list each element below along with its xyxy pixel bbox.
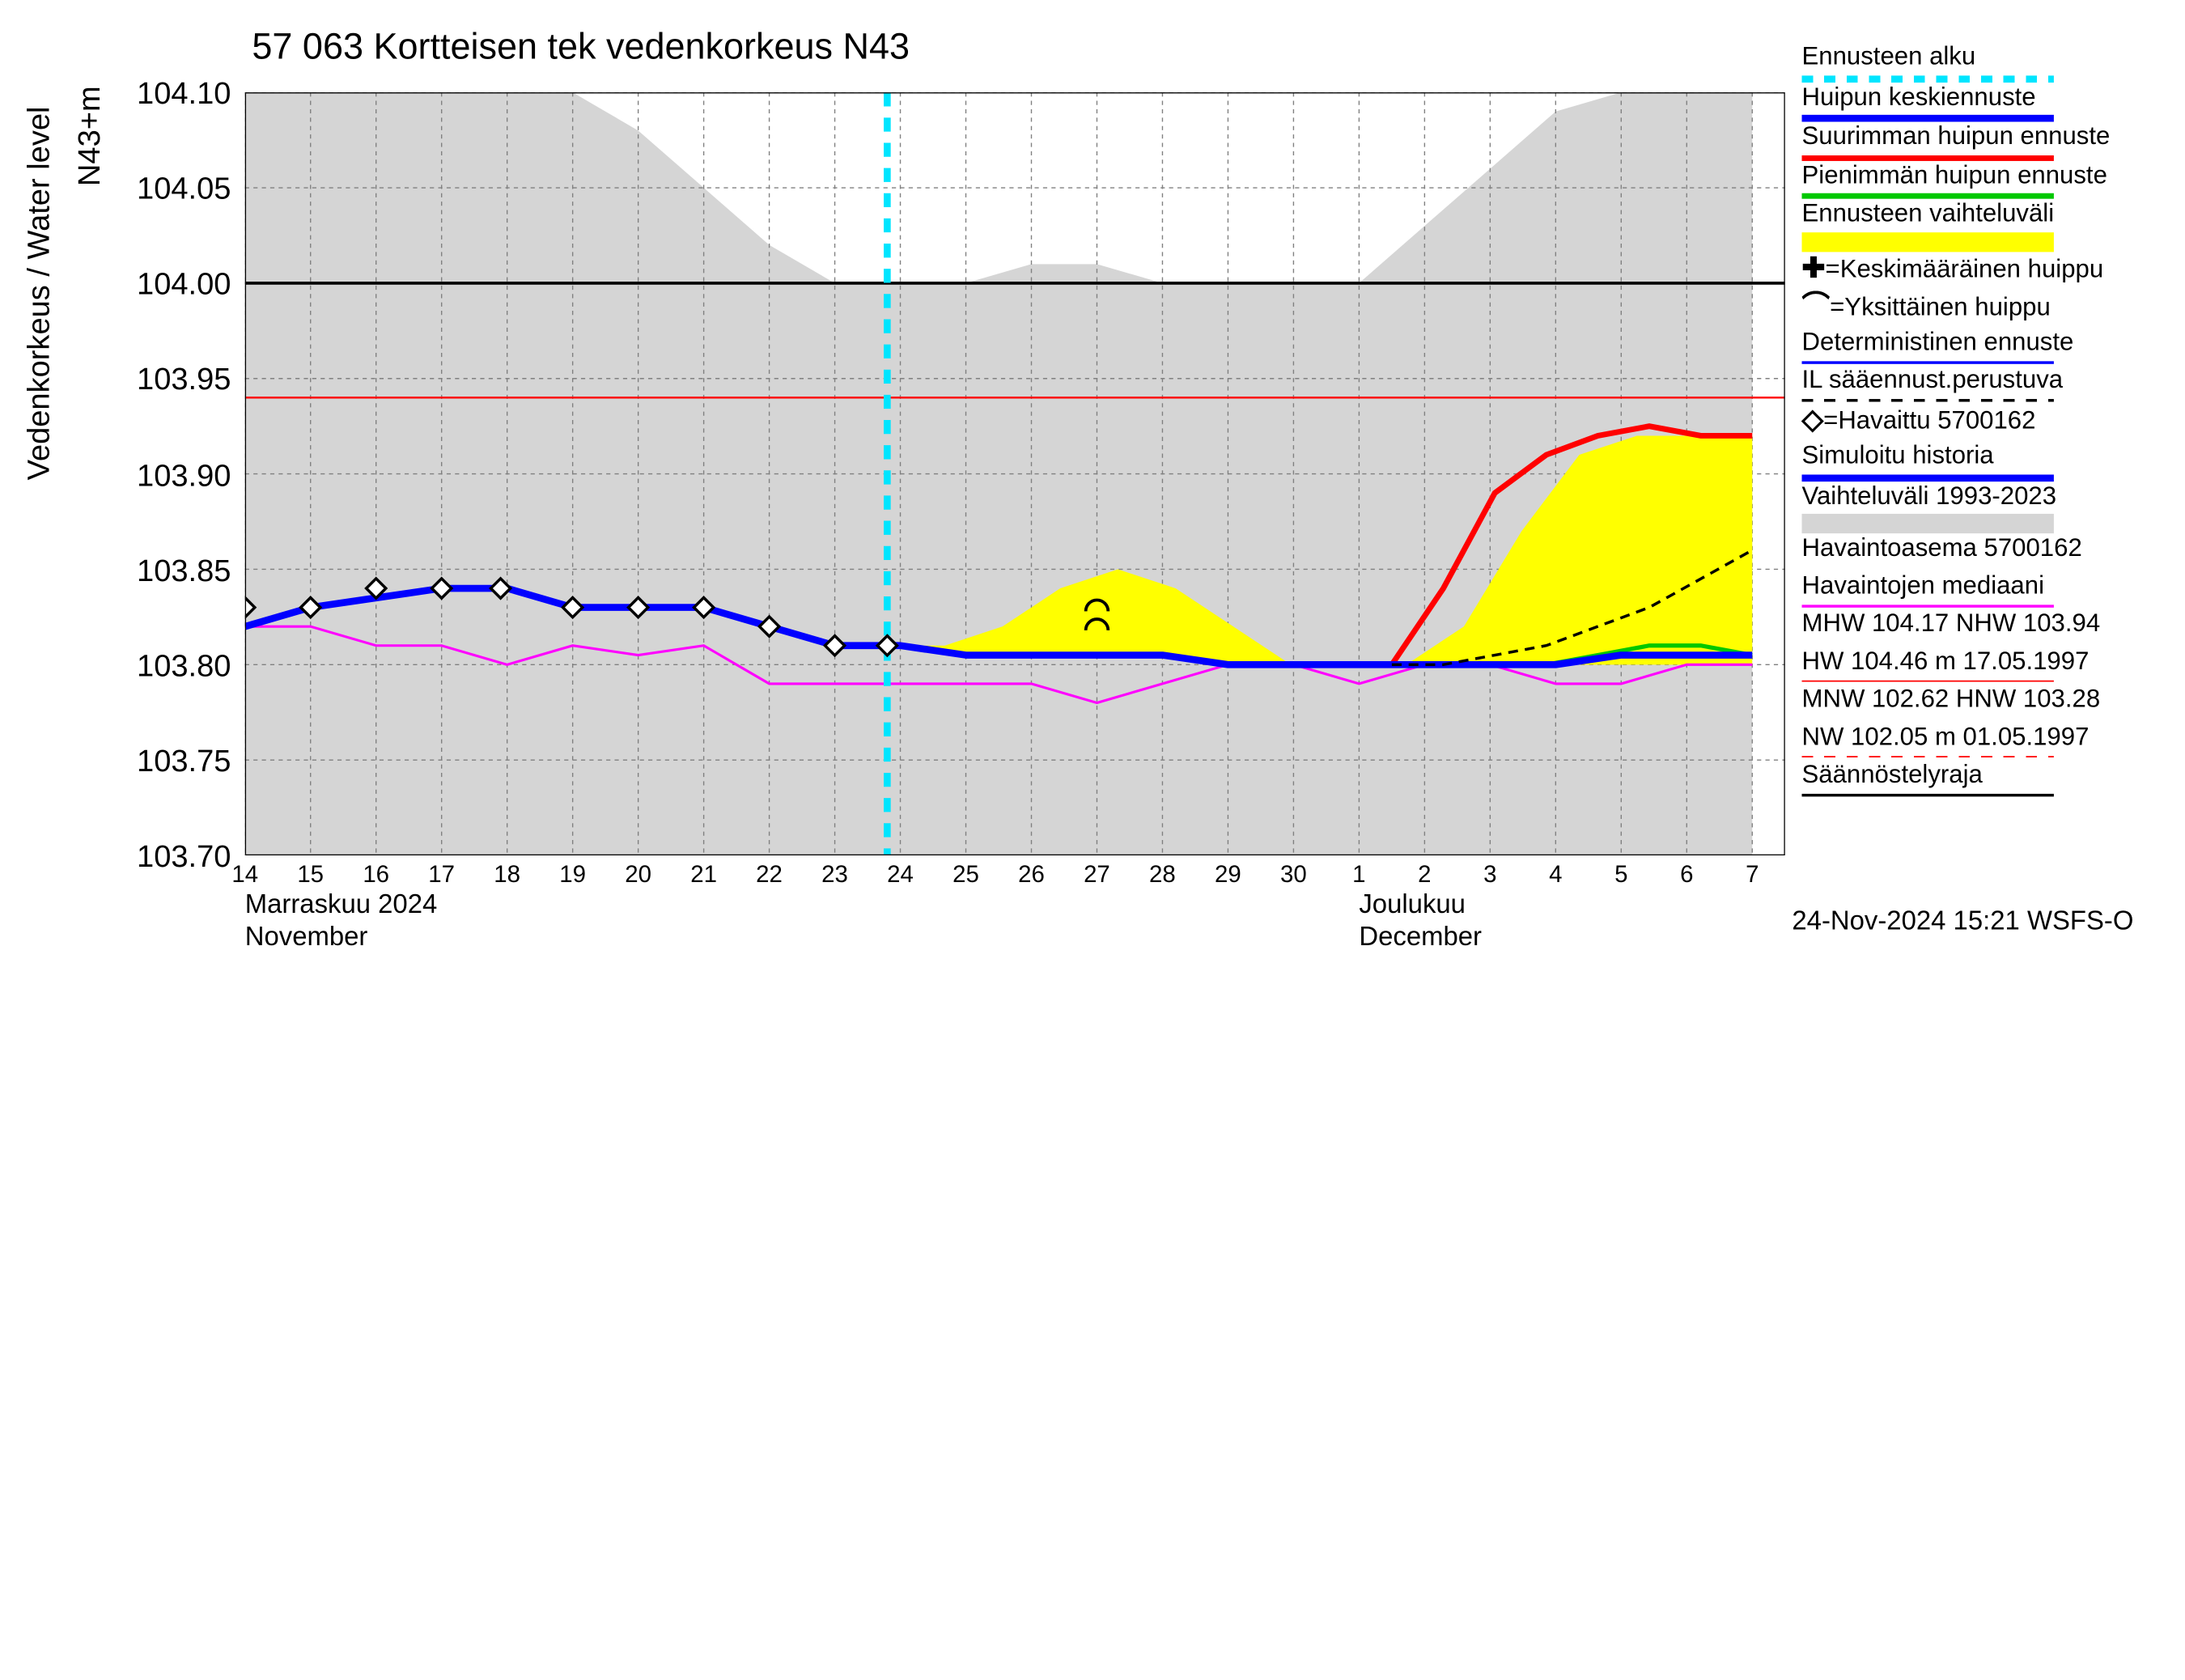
legend-label: Vaihteluväli 1993-2023 — [1802, 481, 2180, 511]
legend-label: Huipun keskiennuste — [1802, 82, 2180, 112]
legend-swatch — [1802, 474, 2054, 482]
x-tick-label: 6 — [1665, 861, 1708, 889]
legend-item: Huipun keskiennuste — [1802, 82, 2180, 121]
x-tick-label: 26 — [1011, 861, 1053, 889]
legend-label: ✚=Keskimääräinen huippu — [1802, 252, 2180, 286]
month-label: JoulukuuDecember — [1359, 890, 1482, 954]
y-tick-label: 103.90 — [91, 457, 231, 494]
x-tick-label: 14 — [224, 861, 266, 889]
legend-item: ⌒=Yksittäinen huippu — [1802, 290, 2180, 328]
legend-label: Ennusteen vaihteluväli — [1802, 199, 2180, 229]
x-tick-label: 19 — [552, 861, 594, 889]
x-tick-label: 23 — [814, 861, 856, 889]
legend-label: IL sääennust.perustuva — [1802, 365, 2180, 395]
y-tick-label: 104.00 — [91, 266, 231, 303]
x-tick-label: 16 — [355, 861, 397, 889]
plot-area — [245, 92, 1785, 855]
legend: Ennusteen alku Huipun keskiennuste Suurimm… — [1802, 42, 2180, 798]
legend-swatch — [1802, 115, 2054, 122]
arc-icon: ⌒ — [1802, 291, 1831, 322]
x-tick-label: 25 — [945, 861, 987, 889]
legend-item: Säännöstelyraja — [1802, 761, 2180, 799]
plot-svg — [245, 92, 1785, 855]
legend-item: Suurimman huipun ennuste — [1802, 122, 2180, 161]
legend-item: NW 102.05 m 01.05.1997 — [1802, 723, 2180, 761]
legend-swatch — [1802, 793, 2054, 796]
legend-item: MHW 104.17 NHW 103.94 — [1802, 609, 2180, 647]
y-tick-label: 104.10 — [91, 75, 231, 112]
legend-swatch — [1802, 232, 2054, 252]
historical-range-band — [245, 92, 1753, 855]
legend-item: MNW 102.62 HNW 103.28 — [1802, 685, 2180, 723]
legend-item: Ennusteen alku — [1802, 42, 2180, 82]
chart-wrap: 57 063 Kortteisen tek vedenkorkeus N43 V… — [0, 0, 2184, 970]
legend-swatch — [1802, 75, 2054, 83]
x-tick-label: 3 — [1469, 861, 1511, 889]
legend-label: Pienimmän huipun ennuste — [1802, 161, 2180, 191]
legend-swatch — [1802, 605, 2054, 607]
legend-swatch — [1802, 680, 2054, 681]
legend-item: Pienimmän huipun ennuste — [1802, 161, 2180, 200]
legend-label: Simuloitu historia — [1802, 441, 2180, 471]
y-tick-label: 103.85 — [91, 553, 231, 589]
legend-label: ⌒=Yksittäinen huippu — [1802, 290, 2180, 324]
legend-swatch — [1802, 514, 2054, 533]
x-tick-label: 22 — [749, 861, 791, 889]
x-tick-label: 15 — [290, 861, 332, 889]
x-tick-label: 24 — [880, 861, 922, 889]
legend-label: Havaintoasema 5700162 — [1802, 533, 2180, 563]
legend-swatch — [1802, 756, 2054, 757]
legend-item: HW 104.46 m 17.05.1997 — [1802, 647, 2180, 685]
x-tick-label: 27 — [1076, 861, 1118, 889]
x-tick-label: 20 — [617, 861, 660, 889]
diamond-icon: ◇ — [1802, 405, 1824, 435]
legend-label: ◇=Havaittu 5700162 — [1802, 403, 2180, 437]
legend-item: Vaihteluväli 1993-2023 — [1802, 481, 2180, 533]
legend-label: NW 102.05 m 01.05.1997 — [1802, 723, 2180, 753]
legend-swatch — [1802, 398, 2054, 401]
legend-label: Deterministinen ennuste — [1802, 328, 2180, 358]
legend-item: Deterministinen ennuste — [1802, 328, 2180, 366]
legend-item: Ennusteen vaihteluväli — [1802, 199, 2180, 252]
y-tick-label: 103.95 — [91, 362, 231, 398]
legend-swatch — [1802, 155, 2054, 161]
legend-item: Simuloitu historia — [1802, 441, 2180, 481]
x-tick-label: 4 — [1534, 861, 1576, 889]
legend-swatch — [1802, 361, 2054, 363]
x-tick-label: 30 — [1272, 861, 1314, 889]
x-tick-label: 1 — [1338, 861, 1380, 889]
x-tick-label: 18 — [486, 861, 528, 889]
y-tick-label: 104.05 — [91, 171, 231, 207]
plus-icon: ✚ — [1802, 253, 1826, 284]
legend-item: ◇=Havaittu 5700162 — [1802, 403, 2180, 441]
x-tick-label: 2 — [1403, 861, 1445, 889]
footer-timestamp: 24-Nov-2024 15:21 WSFS-O — [1792, 907, 2133, 938]
x-tick-label: 7 — [1731, 861, 1773, 889]
y-tick-label: 103.70 — [91, 838, 231, 875]
legend-label: HW 104.46 m 17.05.1997 — [1802, 647, 2180, 677]
legend-item: Havaintoasema 5700162 — [1802, 533, 2180, 571]
x-tick-label: 29 — [1207, 861, 1249, 889]
x-tick-label: 28 — [1141, 861, 1183, 889]
legend-item: Havaintojen mediaani — [1802, 571, 2180, 609]
legend-label: Suurimman huipun ennuste — [1802, 122, 2180, 152]
y-tick-label: 103.80 — [91, 648, 231, 685]
legend-label: Havaintojen mediaani — [1802, 571, 2180, 601]
month-label: Marraskuu 2024November — [245, 890, 438, 954]
legend-label: Säännöstelyraja — [1802, 761, 2180, 791]
legend-label: Ennusteen alku — [1802, 42, 2180, 72]
y-tick-label: 103.75 — [91, 743, 231, 779]
x-tick-label: 21 — [683, 861, 725, 889]
legend-swatch — [1802, 193, 2054, 199]
x-tick-label: 17 — [421, 861, 463, 889]
legend-item: ✚=Keskimääräinen huippu — [1802, 252, 2180, 290]
legend-label: MNW 102.62 HNW 103.28 — [1802, 685, 2180, 715]
legend-item: IL sääennust.perustuva — [1802, 365, 2180, 403]
chart-title: 57 063 Kortteisen tek vedenkorkeus N43 — [252, 25, 910, 69]
x-tick-label: 5 — [1600, 861, 1642, 889]
legend-label: MHW 104.17 NHW 103.94 — [1802, 609, 2180, 639]
y-axis-label-waterlevel: Vedenkorkeus / Water level — [21, 106, 57, 480]
